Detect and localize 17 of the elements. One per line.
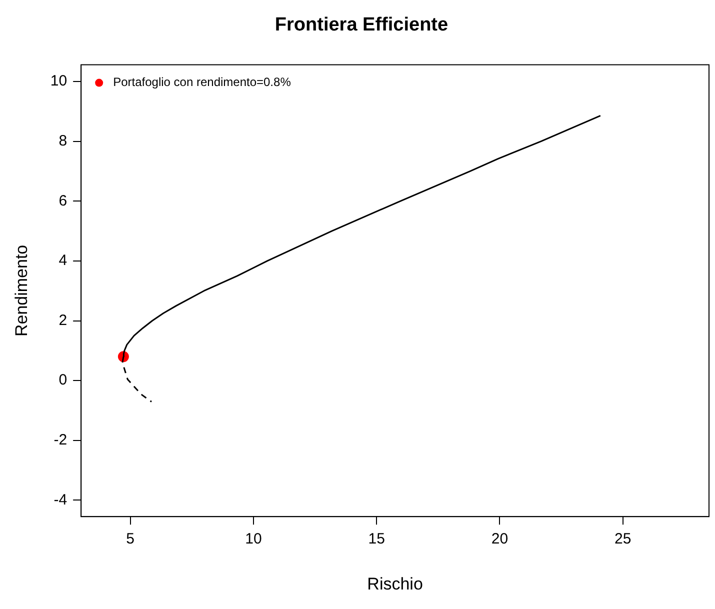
y-tick-label: 6 <box>58 192 68 210</box>
y-tick-label: 8 <box>58 132 68 150</box>
x-tick-label: 15 <box>368 530 385 548</box>
x-axis-title: Rischio <box>367 574 423 594</box>
legend-label: Portafoglio con rendimento=0.8% <box>113 75 292 90</box>
y-tick-label: -2 <box>54 431 68 448</box>
y-tick-label: 2 <box>58 312 68 329</box>
y-tick-label: 4 <box>58 252 68 270</box>
y-tick-label: -4 <box>54 491 68 508</box>
x-tick-label: 10 <box>245 530 262 548</box>
y-tick-label: 10 <box>50 72 68 90</box>
chart-title: Frontiera Efficiente <box>274 14 448 36</box>
x-tick-label: 20 <box>491 530 508 548</box>
x-tick-label: 5 <box>126 530 135 548</box>
y-axis-title: Rendimento <box>12 244 31 337</box>
x-tick-label: 25 <box>614 530 632 548</box>
y-tick-label: 0 <box>58 372 68 389</box>
